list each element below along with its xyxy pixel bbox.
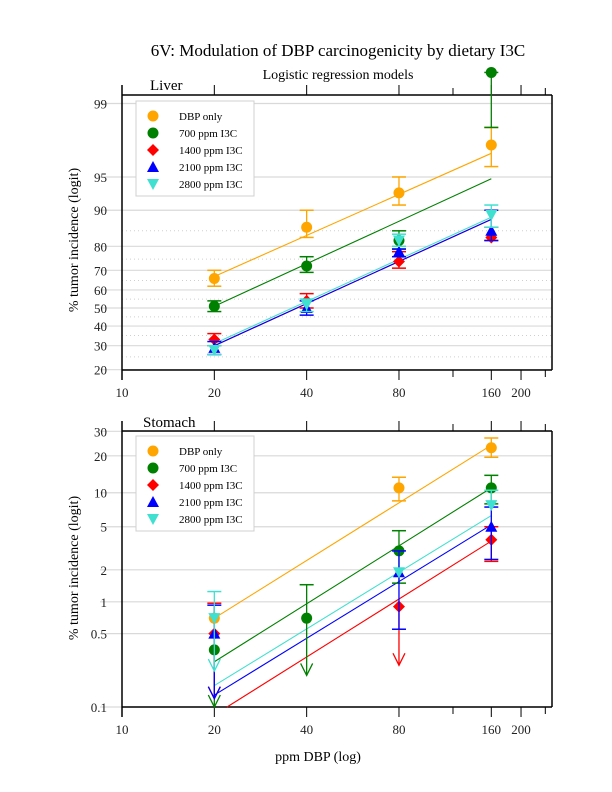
panel-title: Stomach [143,415,196,431]
y-tick-label: 70 [94,263,107,278]
fit-line [214,152,492,277]
legend-label: 1400 ppm I3C [179,145,243,157]
panel-title: Liver [150,78,182,94]
arrow-down [207,694,221,709]
data-point [393,187,405,199]
data-point [485,224,498,236]
legend-label: 700 ppm I3C [179,463,237,475]
y-tick-label: 99 [94,97,107,112]
y-tick-label: 1 [101,595,108,610]
legend-label: 2800 ppm I3C [179,179,243,191]
x-tick-label: 200 [511,722,531,737]
data-point [485,66,497,78]
data-point [208,300,220,312]
data-point [301,612,313,624]
data-point [147,161,159,172]
panel-liver: 10 20 40 80 160 200 20 30 40 50 60 70 80 90 95 99 % tumo… [67,66,553,400]
x-tick-label: 160 [482,385,502,400]
data-point [147,127,159,139]
data-point [147,179,159,190]
y-axis-label: % tumor incidence (logit) [67,496,82,641]
data-point [301,221,313,233]
y-tick-label: 95 [94,170,107,185]
fit-line [214,515,492,687]
y-tick-label: 60 [94,283,107,298]
x-tick-label: 40 [300,722,313,737]
data-point [208,613,221,625]
y-tick-label: 0.5 [91,627,107,642]
x-tick-label: 20 [208,385,221,400]
data-point [147,445,159,457]
legend-label: DBP only [179,446,223,458]
y-tick-label: 20 [94,363,107,378]
data-point [147,479,159,491]
fit-line [214,218,492,347]
data-point [485,500,498,512]
y-tick-label: 80 [94,239,107,254]
arrow-down [207,686,221,701]
arrow-down [392,652,406,667]
data-point [393,482,405,494]
data-point [147,144,159,156]
data-point [485,139,497,151]
y-tick-label: 50 [94,301,107,316]
y-tick-label: 40 [94,319,107,334]
x-tick-label: 80 [392,722,405,737]
data-point [485,442,497,454]
y-tick-label: 5 [101,520,108,535]
data-point [208,272,220,284]
x-tick-label: 10 [116,385,129,400]
fit-line [214,178,492,307]
fit-line [226,540,492,708]
y-axis-label: % tumor incidence (logit) [67,168,82,313]
fit-line [214,444,492,619]
x-tick-label: 160 [482,722,502,737]
x-tick-label: 20 [208,722,221,737]
y-tick-label: 20 [94,449,107,464]
data-point [485,209,498,221]
fit-line [214,524,492,696]
legend-label: DBP only [179,111,223,123]
legend-label: 2800 ppm I3C [179,514,243,526]
x-tick-label: 200 [511,385,531,400]
data-point [147,514,159,525]
x-axis-label: ppm DBP (log) [275,750,361,765]
data-point [485,520,498,532]
data-point [392,235,405,247]
data-point [300,299,313,311]
y-tick-label: 30 [94,339,107,354]
legend-label: 1400 ppm I3C [179,480,243,492]
data-point [208,345,221,357]
data-point [147,110,159,122]
x-tick-label: 80 [392,385,405,400]
legend-label: 700 ppm I3C [179,128,237,140]
legend-label: 2100 ppm I3C [179,497,243,509]
y-tick-label: 0.1 [91,700,107,715]
data-point [208,333,221,346]
x-tick-label: 40 [300,385,313,400]
data-point [392,255,405,268]
y-tick-label: 2 [101,563,108,578]
figure-subtitle: Logistic regression models [263,68,414,83]
data-point [147,496,159,507]
data-point [301,260,313,272]
data-point [392,567,405,579]
arrow-down [207,658,221,673]
fit-line [214,216,492,345]
panel-stomach: 10 20 40 80 160 200 0.1 0.5 1 2 5 10 20 30 % tumor inc… [67,415,553,737]
y-tick-label: 90 [94,203,107,218]
data-point [392,245,405,257]
data-point [147,462,159,474]
legend-label: 2100 ppm I3C [179,162,243,174]
y-tick-label: 30 [94,424,107,439]
y-tick-label: 10 [94,486,107,501]
x-tick-label: 10 [116,722,129,737]
fit-line [214,487,492,663]
figure-title: 6V: Modulation of DBP carcinogenicity by… [151,41,525,60]
arrow-down [300,663,314,677]
